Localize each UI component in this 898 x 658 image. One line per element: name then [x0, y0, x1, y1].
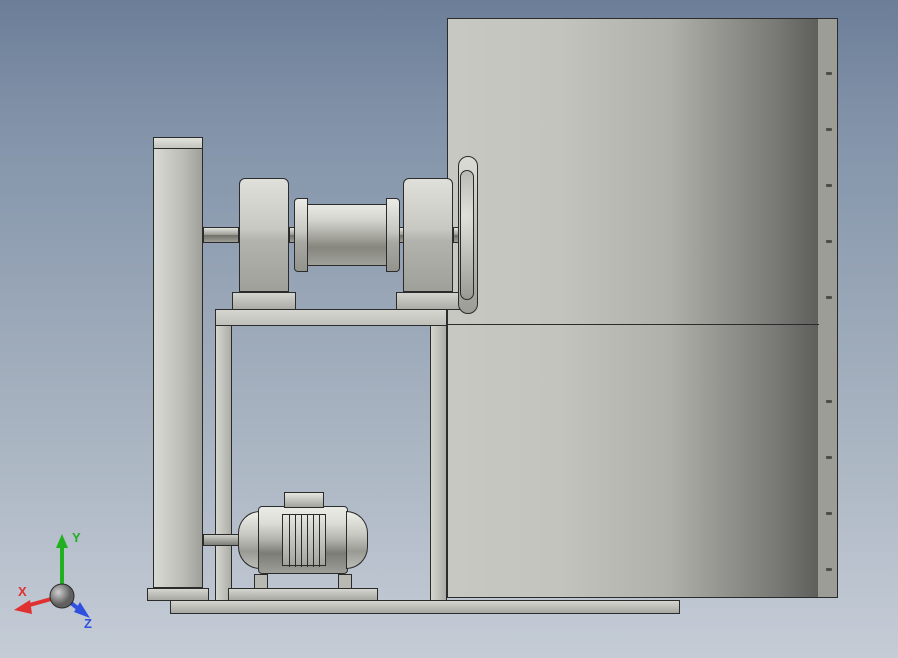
motor-base-plate	[228, 588, 378, 601]
frame-base-rail	[170, 600, 680, 614]
cad-viewport[interactable]: Y X Z	[0, 0, 898, 658]
bolt-icon	[826, 240, 832, 243]
shaft-stub-left	[203, 227, 239, 243]
frame-left-column	[215, 309, 232, 601]
frame-top-rail	[215, 309, 447, 326]
cabinet-lower-panel	[447, 324, 819, 598]
motor-junction-box	[284, 492, 324, 508]
axis-label-x: X	[18, 584, 27, 599]
belt-guard-body	[153, 137, 203, 588]
axis-triad[interactable]: Y X Z	[20, 530, 110, 630]
motor-foot-right	[338, 574, 352, 589]
cabinet-side-panel	[818, 18, 838, 598]
motor-fins	[282, 514, 326, 566]
cyl-endcap-right	[386, 198, 400, 272]
cabinet-divider-edge	[447, 324, 819, 325]
cyl-endcap-left	[294, 198, 308, 272]
bolt-icon	[826, 568, 832, 571]
frame-right-column	[430, 309, 447, 601]
belt-guard-cap	[153, 137, 203, 149]
bolt-icon	[826, 72, 832, 75]
bolt-icon	[826, 128, 832, 131]
cabinet-upper-panel	[447, 18, 819, 325]
bearing-block-left	[239, 178, 289, 292]
bolt-icon	[826, 400, 832, 403]
motor-end-left	[238, 511, 260, 569]
motor-end-right	[346, 511, 368, 569]
bolt-icon	[826, 296, 832, 299]
bearing-foot-right	[396, 292, 460, 310]
motor-foot-left	[254, 574, 268, 589]
belt-guard-base	[147, 588, 209, 601]
axis-label-z: Z	[84, 616, 92, 631]
bearing-foot-left	[232, 292, 296, 310]
bolt-icon	[826, 512, 832, 515]
axis-label-y: Y	[72, 530, 81, 545]
motor-output-shaft	[203, 534, 239, 546]
center-cylinder	[307, 204, 387, 266]
bolt-icon	[826, 184, 832, 187]
bearing-block-right	[403, 178, 453, 292]
bolt-icon	[826, 456, 832, 459]
flange-plate-front	[460, 170, 474, 300]
